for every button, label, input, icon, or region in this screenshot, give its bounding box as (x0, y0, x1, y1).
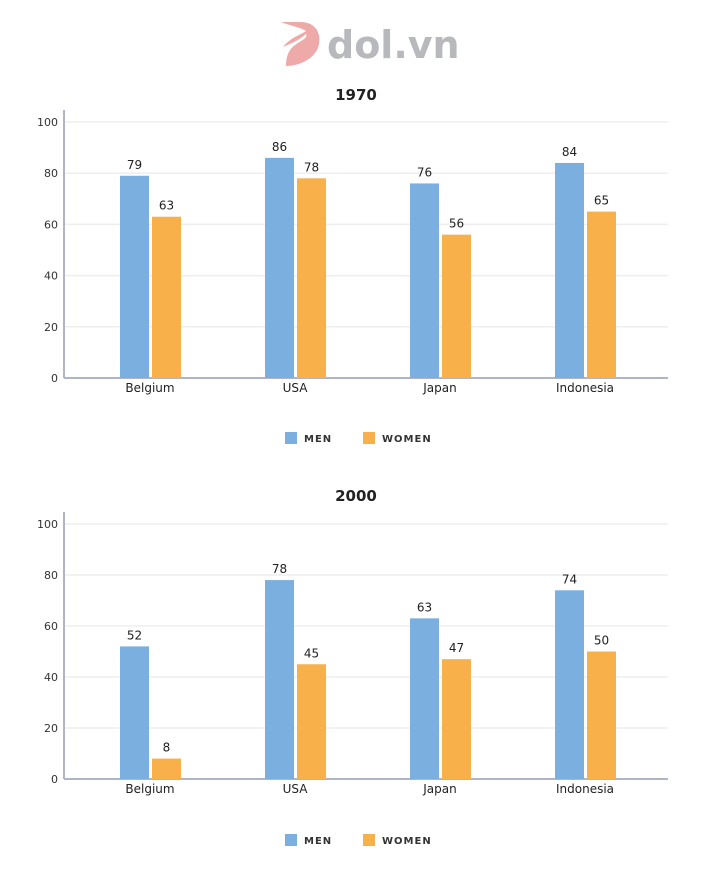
y-tick-label: 100 (37, 518, 58, 531)
y-tick-label: 0 (51, 372, 58, 385)
y-tick-label: 40 (44, 270, 58, 283)
dol-logo: dol.vn (281, 22, 460, 67)
y-tick-label: 20 (44, 722, 58, 735)
logo-text: dol.vn (327, 23, 460, 67)
x-tick-label: Indonesia (556, 782, 614, 796)
y-tick-label: 80 (44, 569, 58, 582)
data-label: 63 (159, 199, 174, 213)
legend-swatch-men (285, 834, 297, 846)
legend-swatch-women (363, 834, 375, 846)
y-tick-label: 60 (44, 218, 58, 231)
data-label: 76 (417, 165, 432, 179)
legend-label-men: MEN (304, 434, 332, 445)
y-tick-label: 100 (37, 116, 58, 129)
x-tick-label: Belgium (125, 782, 174, 796)
bar-women-usa (297, 664, 326, 779)
bar-men-usa (265, 580, 294, 779)
data-label: 79 (127, 158, 142, 172)
chart-title: 1970 (335, 86, 377, 104)
y-tick-label: 20 (44, 321, 58, 334)
data-label: 78 (304, 160, 319, 174)
bar-men-indonesia (555, 590, 584, 779)
y-tick-label: 60 (44, 620, 58, 633)
legend-swatch-women (363, 432, 375, 444)
x-tick-label: Japan (422, 381, 456, 395)
bar-men-belgium (120, 175, 149, 378)
data-label: 56 (449, 217, 464, 231)
logo-mark-icon (281, 22, 320, 66)
data-label: 8 (163, 741, 171, 755)
data-label: 84 (562, 145, 577, 159)
legend-swatch-men (285, 432, 297, 444)
legend-label-women: WOMEN (382, 836, 432, 847)
data-label: 78 (272, 562, 287, 576)
legend-label-men: MEN (304, 836, 332, 847)
data-label: 45 (304, 646, 319, 660)
y-tick-label: 0 (51, 773, 58, 786)
bar-men-indonesia (555, 162, 584, 378)
data-label: 47 (449, 641, 464, 655)
chart-title: 2000 (335, 487, 377, 505)
bar-men-japan (410, 618, 439, 779)
bar-women-belgium (152, 216, 181, 378)
data-label: 50 (594, 634, 609, 648)
bar-women-indonesia (587, 651, 616, 779)
legend-label-women: WOMEN (382, 434, 432, 445)
y-tick-label: 80 (44, 167, 58, 180)
bar-men-belgium (120, 646, 149, 779)
x-tick-label: Belgium (125, 381, 174, 395)
data-label: 86 (272, 140, 287, 154)
bar-men-japan (410, 183, 439, 378)
x-tick-label: USA (283, 381, 309, 395)
data-label: 74 (562, 572, 577, 586)
bar-women-japan (442, 659, 471, 779)
bar-women-indonesia (587, 211, 616, 378)
data-label: 65 (594, 194, 609, 208)
bar-women-japan (442, 234, 471, 378)
bar-men-usa (265, 157, 294, 378)
data-label: 52 (127, 628, 142, 642)
x-tick-label: Japan (422, 782, 456, 796)
data-label: 63 (417, 600, 432, 614)
y-tick-label: 40 (44, 671, 58, 684)
x-tick-label: Indonesia (556, 381, 614, 395)
bar-women-usa (297, 178, 326, 378)
bar-women-belgium (152, 758, 181, 779)
x-tick-label: USA (283, 782, 309, 796)
